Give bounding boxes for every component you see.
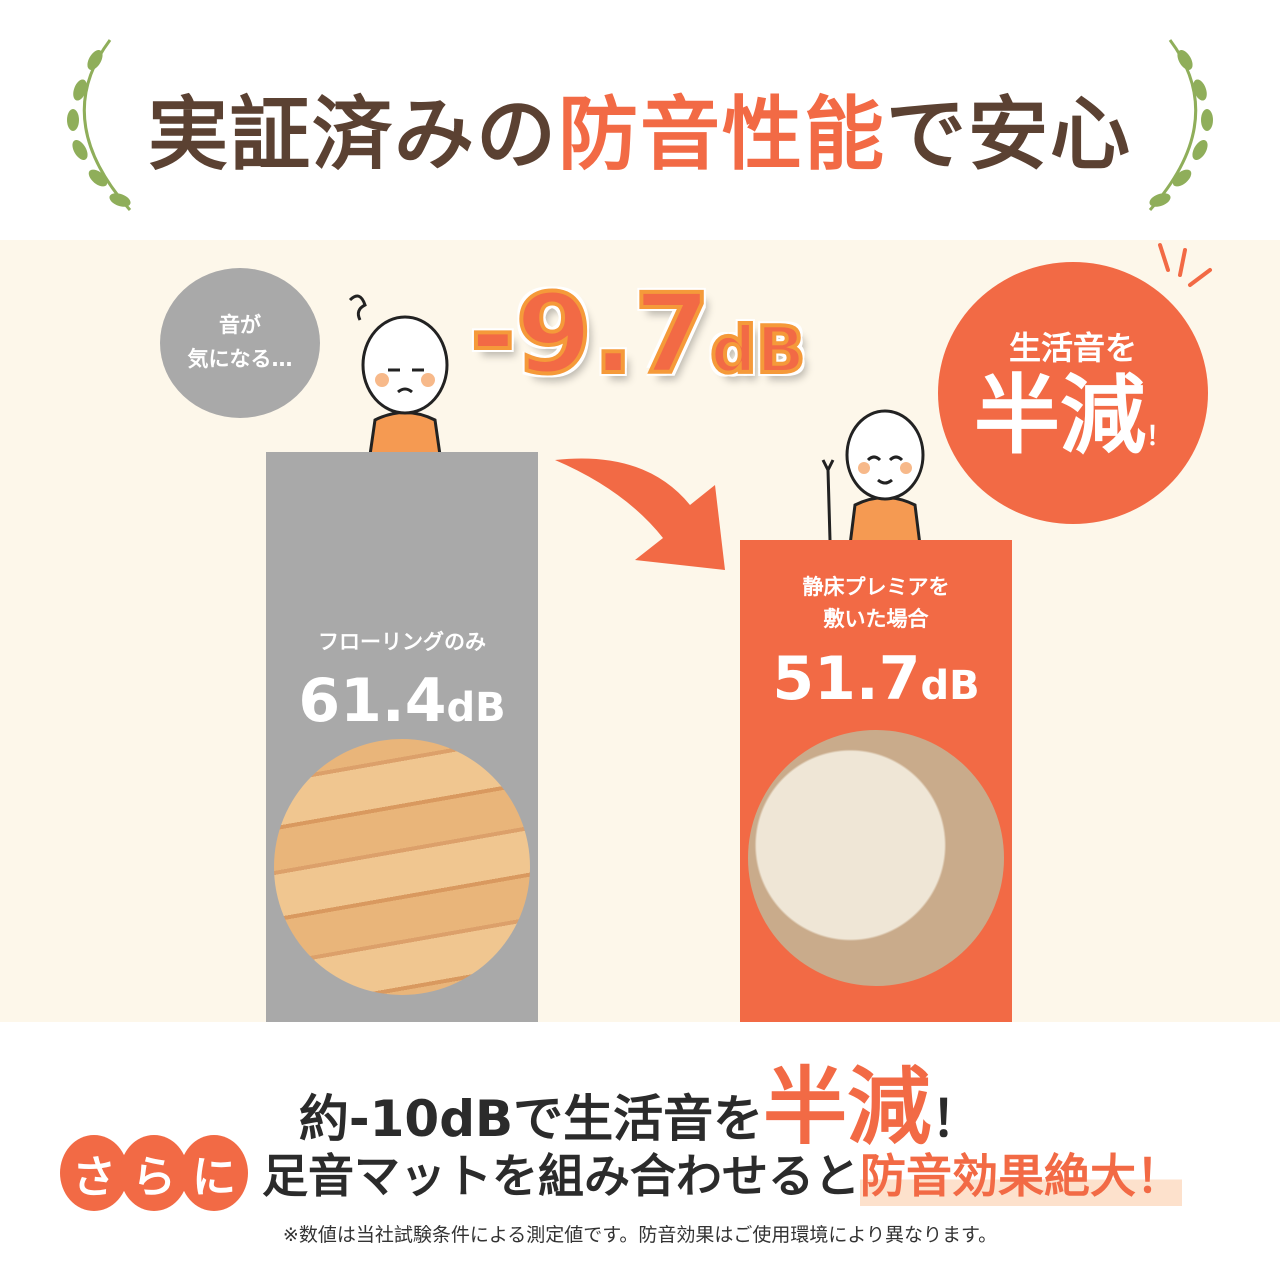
circle-char: さ <box>60 1135 128 1211</box>
badge-line1: 生活音を <box>1008 328 1137 367</box>
combine-highlight: 防音効果絶大！ <box>860 1140 1182 1206</box>
speech-bubble: 音が気になる… <box>160 268 320 418</box>
circle-char: ら <box>120 1135 188 1211</box>
circle-char: に <box>180 1135 248 1211</box>
difference-unit: dB <box>709 312 808 390</box>
disclaimer-note: ※数値は当社試験条件による測定値です。防音効果はご使用環境により異なります。 <box>282 1224 998 1246</box>
bar-unit: dB <box>920 663 980 709</box>
bubble-line2: 気になる… <box>187 347 293 371</box>
laurel-right-icon <box>1148 39 1213 211</box>
difference-value: -9.7dB <box>468 268 808 400</box>
worried-woman-illustration <box>348 294 449 455</box>
badge-exclaim: ！ <box>1145 421 1172 452</box>
happy-woman-illustration <box>821 409 925 545</box>
headline-combine: さ ら に 足音マットを組み合わせると 防音効果絶大！ <box>60 1135 1240 1211</box>
combine-text: 足音マットを組み合わせると <box>262 1149 860 1203</box>
title-part1: 実証済みの <box>148 88 558 181</box>
arrow-icon <box>555 458 725 570</box>
laurel-left-icon <box>67 39 132 211</box>
headline-highlight: 半減 <box>763 1058 932 1156</box>
halve-badge: 生活音を 半減！ <box>938 262 1208 524</box>
headline-text: 約-10dBで生活音を <box>298 1090 764 1148</box>
bar-value: 51.7 <box>772 644 921 714</box>
emphasis-lines-icon <box>1158 243 1212 287</box>
title-part2: で安心 <box>886 88 1132 181</box>
wood-flooring-photo <box>274 739 530 995</box>
carpet-mat-photo <box>748 730 1004 986</box>
bar-label-line1: 静床プレミアを <box>802 575 950 599</box>
badge-line2: 半減 <box>973 365 1146 466</box>
headline-exclaim: ！ <box>931 1090 982 1148</box>
difference-number: -9.7 <box>468 268 713 400</box>
bubble-line1: 音が <box>219 313 261 338</box>
title-highlight: 防音性能 <box>558 88 886 181</box>
bar-value: 61.4 <box>298 665 447 736</box>
bar-unit: dB <box>446 684 506 731</box>
headline-halve: 約-10dBで生活音を半減！ <box>0 1040 1280 1161</box>
bar-label-line2: 敷いた場合 <box>823 606 929 631</box>
page-title: 実証済みの防音性能で安心 <box>0 70 1280 186</box>
bar-label: フローリングのみ <box>318 630 486 654</box>
